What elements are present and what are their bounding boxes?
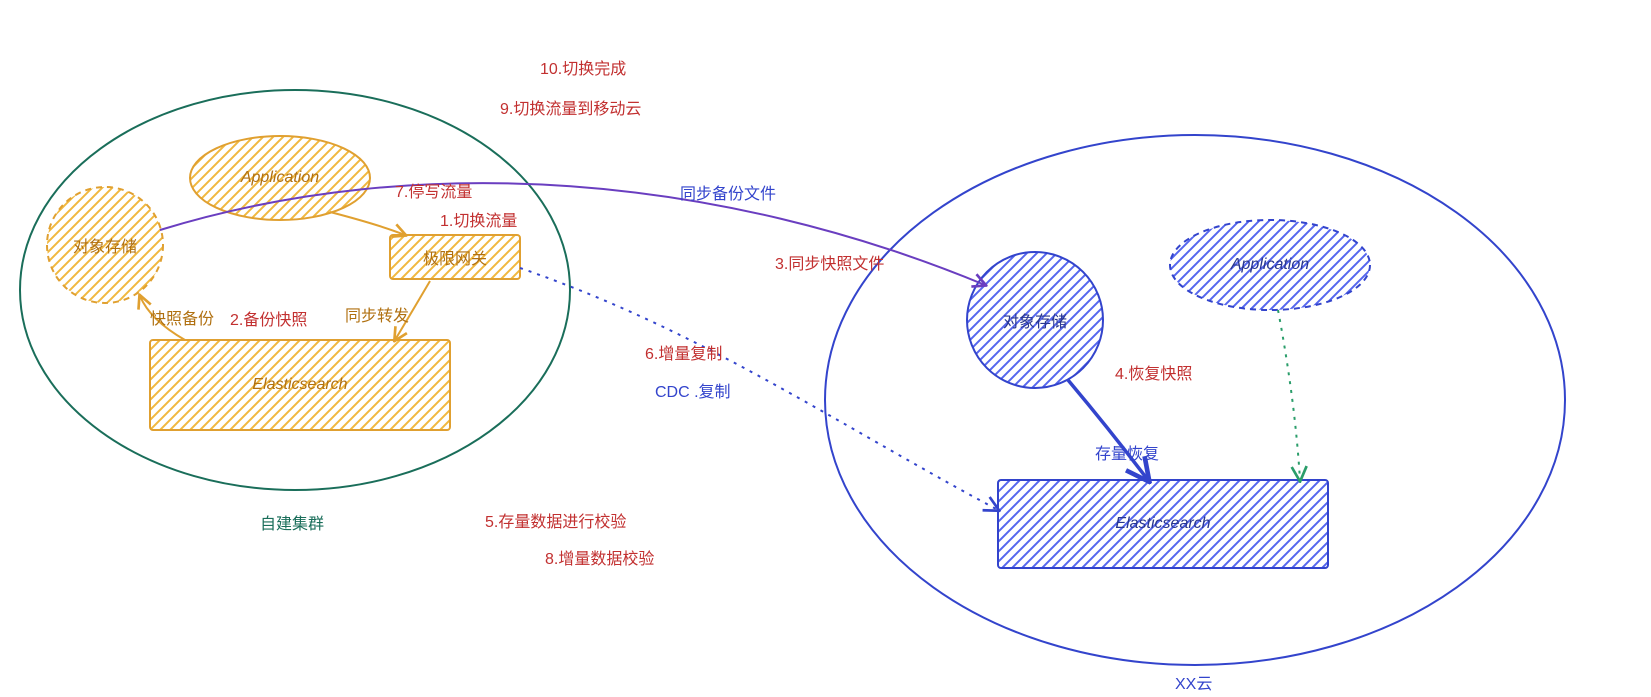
edge-label-snapshot-backup: 快照备份: [150, 305, 214, 329]
left-gateway-label: 极限网关: [423, 245, 487, 269]
step-2: 2.备份快照: [230, 306, 307, 330]
edge-label-sync-forward: 同步转发: [345, 302, 409, 326]
edge-right-obj-to-es: [1068, 380, 1148, 480]
diagram-canvas: [0, 0, 1651, 697]
edge-right-app-to-es: [1278, 310, 1300, 480]
left-cluster-title: 自建集群: [260, 510, 324, 534]
step-10: 10.切换完成: [540, 55, 626, 79]
edge-label-cdc: CDC .复制: [655, 378, 731, 402]
left-obj-storage-label: 对象存储: [73, 233, 137, 257]
edge-label-sync-backup-file: 同步备份文件: [680, 180, 776, 204]
step-7: 7.停写流量: [395, 178, 472, 202]
left-es-label: Elasticsearch: [252, 376, 347, 394]
right-cluster-title: XX云: [1175, 670, 1212, 694]
right-obj-storage-label: 对象存储: [1003, 308, 1067, 332]
step-9: 9.切换流量到移动云: [500, 95, 641, 119]
step-6: 6.增量复制: [645, 340, 722, 364]
edge-label-full-restore: 存量恢复: [1095, 440, 1159, 464]
right-es-label: Elasticsearch: [1115, 515, 1210, 533]
step-4: 4.恢复快照: [1115, 360, 1192, 384]
step-8: 8.增量数据校验: [545, 545, 654, 569]
left-app-label: Application: [241, 169, 319, 187]
step-1: 1.切换流量: [440, 207, 517, 231]
right-app-label: Application: [1231, 256, 1309, 274]
step-5: 5.存量数据进行校验: [485, 508, 626, 532]
step-3: 3.同步快照文件: [775, 250, 884, 274]
edge-gateway-to-right-es: [520, 268, 998, 510]
right-cluster-boundary: [825, 135, 1565, 665]
edge-app-to-gateway: [330, 212, 405, 235]
